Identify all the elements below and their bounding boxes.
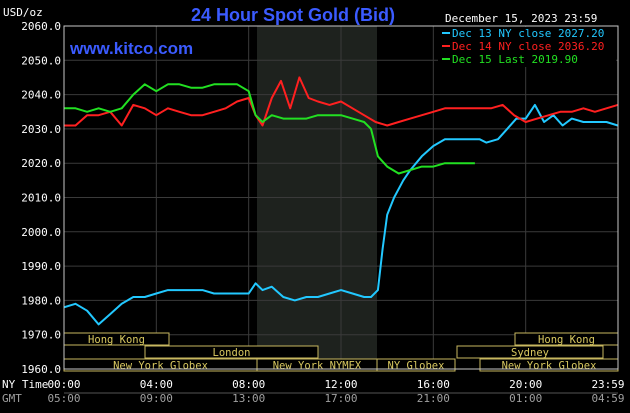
x-tick-label-gmt: 13:00	[232, 392, 265, 405]
y-axis-ticks: 2060.0 2050.0 2040.0 2030.0 2020.0 2010.0 2000…	[21, 20, 61, 376]
legend-entry-2: Dec 14 NY close 2036.20	[452, 40, 604, 53]
date-label: December 15, 2023 23:59	[445, 12, 597, 25]
y-tick-label: 2000.0	[21, 226, 61, 239]
session-sydney-label: Sydney	[511, 347, 549, 359]
y-tick-label: 2060.0	[21, 20, 61, 33]
y-tick-label: 2010.0	[21, 192, 61, 205]
y-axis-unit: USD/oz	[3, 6, 43, 19]
session-hong-kong-right-label: Hong Kong	[538, 334, 595, 346]
session-ny-globex-label: NY Globex	[388, 360, 445, 372]
session-sydney-box	[456, 345, 604, 359]
x-tick-label-gmt: 05:00	[47, 392, 80, 405]
x-tick-label-ny: 16:00	[417, 378, 450, 391]
x-tick-label-ny: 00:00	[47, 378, 80, 391]
x-tick-label-gmt: 04:59	[591, 392, 624, 405]
ny-time-label: NY Time	[2, 378, 48, 391]
x-tick-label-gmt: 01:00	[509, 392, 542, 405]
gmt-label: GMT	[2, 392, 22, 405]
x-tick-label-ny: 20:00	[509, 378, 542, 391]
y-tick-label: 2030.0	[21, 123, 61, 136]
session-bars: Hong Kong London New York Globex New York N…	[63, 332, 619, 372]
grid	[64, 26, 618, 369]
session-london-label: London	[213, 347, 251, 359]
x-tick-label-ny: 04:00	[140, 378, 173, 391]
x-tick-label-ny: 12:00	[324, 378, 357, 391]
y-tick-label: 1960.0	[21, 363, 61, 376]
legend-entry-3: Dec 15 Last 2019.90	[452, 53, 578, 66]
y-tick-label: 2050.0	[21, 54, 61, 67]
session-hong-kong-left-label: Hong Kong	[88, 334, 145, 346]
legend-box	[438, 27, 616, 67]
chart-title: 24 Hour Spot Gold (Bid)	[191, 5, 395, 25]
site-watermark: www.kitco.com	[69, 39, 193, 58]
session-new-york-nymex-label: New York NYMEX	[273, 360, 362, 372]
session-london-box	[144, 345, 319, 359]
y-tick-label: 2040.0	[21, 89, 61, 102]
price-lines	[64, 76, 618, 326]
y-tick-label: 1980.0	[21, 294, 61, 307]
x-tick-label-gmt: 21:00	[417, 392, 450, 405]
plot-border	[63, 25, 619, 370]
y-tick-label: 1990.0	[21, 260, 61, 273]
series-line-3	[64, 83, 475, 175]
session-new-york-globex-right-label: New York Globex	[502, 360, 597, 372]
x-axis-ticks: 00:00 04:00 08:00 12:00 16:00 20:00 23:59 05:00…	[47, 378, 624, 405]
x-tick-label-ny: 23:59	[591, 378, 624, 391]
series-line-2	[64, 76, 618, 127]
session-new-york-globex-left-label: New York Globex	[113, 360, 208, 372]
x-tick-label-gmt: 17:00	[324, 392, 357, 405]
series-line-1	[64, 103, 618, 326]
session-ny-globex-box	[376, 358, 456, 372]
x-tick-label-gmt: 09:00	[140, 392, 173, 405]
y-tick-label: 2020.0	[21, 157, 61, 170]
legend-entry-1: Dec 13 NY close 2027.20	[452, 27, 604, 40]
y-tick-label: 1970.0	[21, 329, 61, 342]
x-tick-label-ny: 08:00	[232, 378, 265, 391]
